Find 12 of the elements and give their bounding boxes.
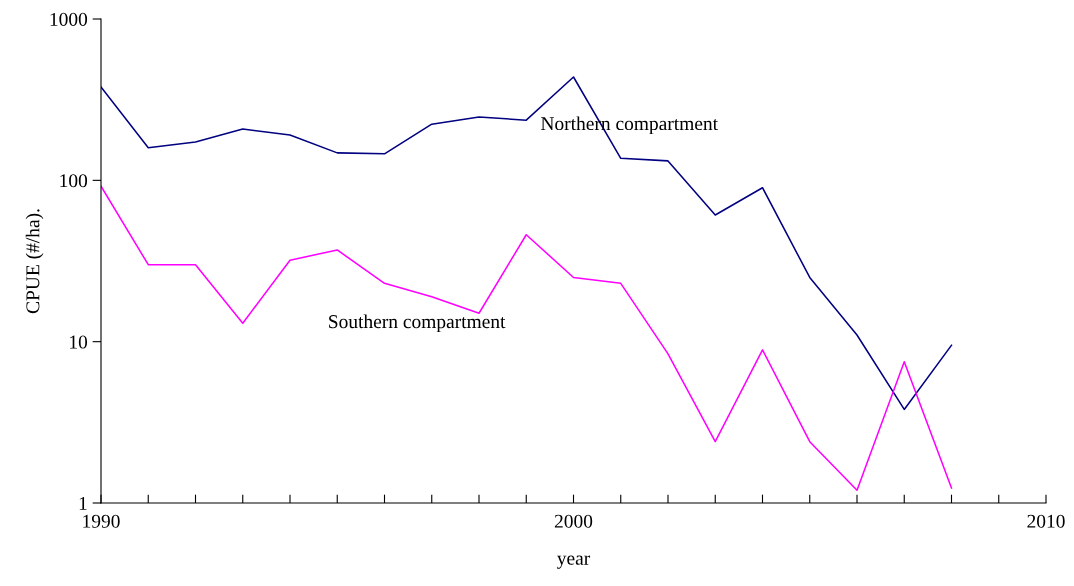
- y-tick-label: 1: [79, 496, 87, 510]
- y-tick-label: 10: [70, 335, 88, 349]
- line-series: [101, 185, 953, 491]
- y-axis-title: CPUE (#/ha).: [25, 209, 44, 314]
- line-series: [101, 76, 953, 411]
- x-tick-label: 2000: [554, 514, 593, 528]
- y-tick-label: 100: [60, 174, 88, 188]
- x-tick-label: 1990: [83, 514, 120, 528]
- y-tick-label: 1000: [50, 12, 88, 26]
- x-axis-title: year: [557, 555, 591, 569]
- x-tick-label: 2010: [1027, 514, 1065, 528]
- series-label: Southern compartment: [329, 314, 506, 333]
